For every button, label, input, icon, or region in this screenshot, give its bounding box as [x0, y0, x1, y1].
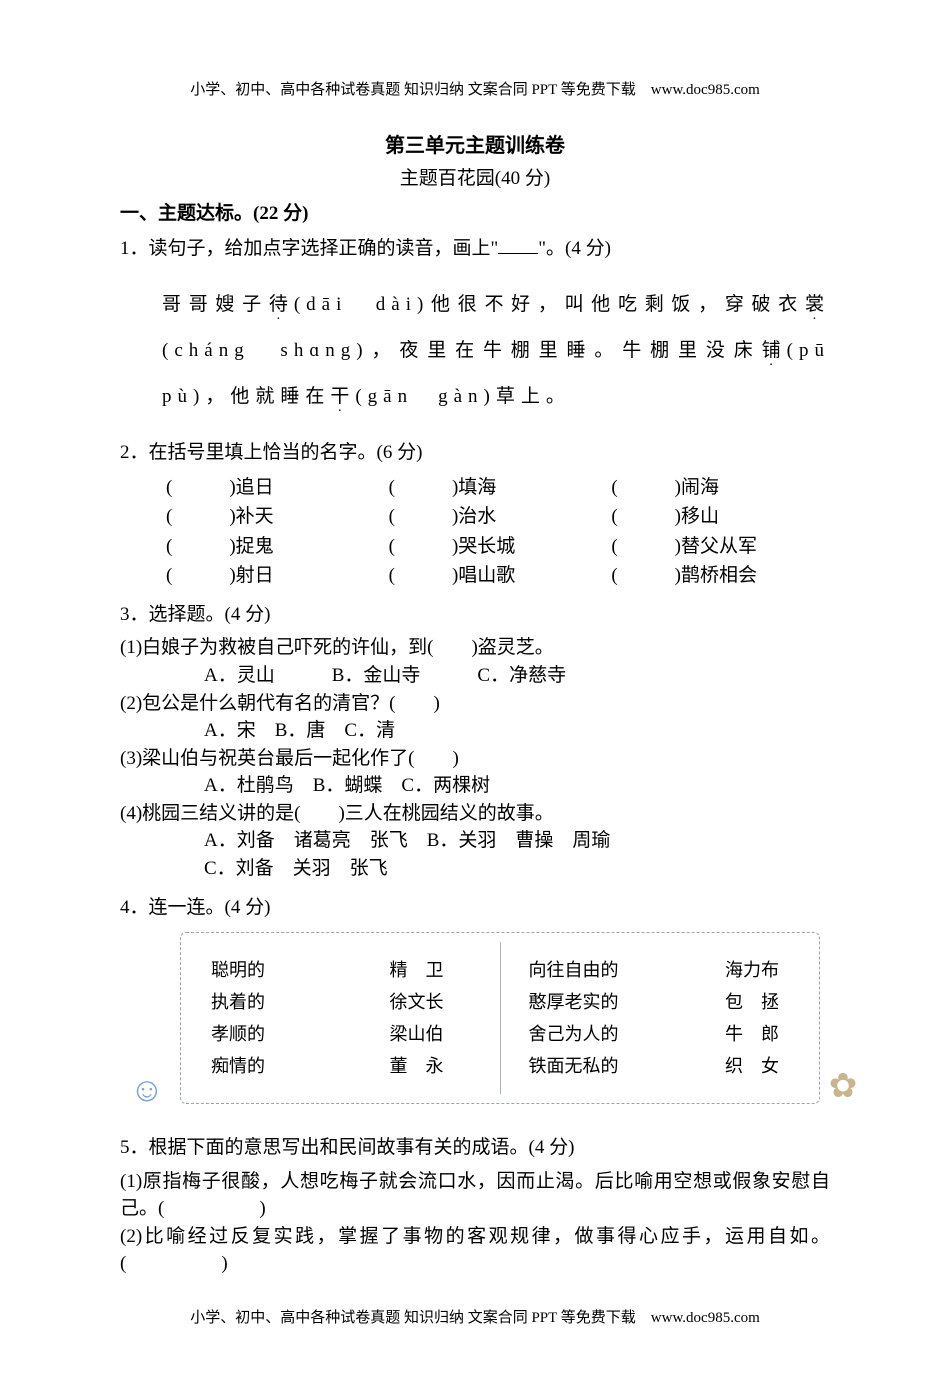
- q2-cell: ( )捉鬼: [162, 532, 385, 562]
- q5-item-2: (2)比喻经过反复实践，掌握了事物的客观规律，做事得心应手，运用自如。( ): [120, 1223, 830, 1278]
- q4-right-adj: 舍己为人的: [485, 1021, 642, 1047]
- q3-item-2-stem: (2)包公是什么朝代有名的清官？( ): [120, 690, 830, 718]
- q2-cell: ( )闹海: [607, 473, 830, 503]
- q3-item-4-options-b: C．刘备 关羽 张飞: [204, 855, 830, 883]
- q2-cell: ( )填海: [385, 473, 608, 503]
- q1-text-part-e: 草上。: [496, 386, 571, 407]
- mascot-left-icon: ☺: [124, 1066, 170, 1120]
- q2-cell: ( )替父从军: [607, 532, 830, 562]
- q2-cell: ( )哭长城: [385, 532, 608, 562]
- q4-left-adj: 执着的: [211, 989, 348, 1015]
- worksheet-subtitle: 主题百花园(40 分): [120, 165, 830, 193]
- q1-heading-text-a: 1．读句子，给加点字选择正确的读音，画上": [120, 238, 498, 259]
- q3-item-1-options: A．灵山 B．金山寺 C．净慈寺: [204, 662, 830, 690]
- q3-item-4-options-a: A．刘备 诸葛亮 张飞 B．关羽 曹操 周瑜: [204, 827, 830, 855]
- q4-right-name: 织 女: [642, 1053, 789, 1079]
- q2-table: ( )追日 ( )填海 ( )闹海 ( )补天 ( )治水 ( )移山 ( )捉…: [162, 473, 830, 591]
- page-header-text: 小学、初中、高中各种试卷真题 知识归纳 文案合同 PPT 等免费下载 www.d…: [120, 80, 830, 102]
- q3-item-4-stem: (4)桃园三结义讲的是( )三人在桃园结义的故事。: [120, 800, 830, 828]
- mascot-right-icon: ✿: [820, 1062, 866, 1116]
- q1-text-part-c: ，夜里在牛棚里睡。牛棚里没床: [369, 340, 762, 361]
- q1-heading: 1．读句子，给加点字选择正确的读音，画上" "。(4 分): [120, 234, 830, 263]
- q2-cell: ( )射日: [162, 561, 385, 591]
- q1-text-part-a: 哥哥嫂子: [162, 294, 269, 315]
- q3-item-3-options: A．杜鹃鸟 B．蝴蝶 C．两棵树: [204, 772, 830, 800]
- q2-cell: ( )鹊桥相会: [607, 561, 830, 591]
- q4-right-adj: 憨厚老实的: [485, 989, 642, 1015]
- q4-heading: 4．连一连。(4 分): [120, 894, 830, 922]
- q1-heading-text-b: "。(4 分): [538, 238, 611, 259]
- q4-left-adj: 痴情的: [211, 1053, 348, 1079]
- q1-pinyin-dai: (dāi dài): [294, 294, 430, 315]
- q4-left-adj: 孝顺的: [211, 1021, 348, 1047]
- q2-cell: ( )追日: [162, 473, 385, 503]
- q2-heading: 2．在括号里填上恰当的名字。(6 分): [120, 439, 830, 467]
- q4-match-container: 聪明的 精 卫 向往自由的 海力布 执着的 徐文长 憨厚老实的 包 拯 孝顺的 …: [180, 932, 820, 1104]
- q1-dotted-shang: 裳: [805, 282, 830, 328]
- q4-left-adj: 聪明的: [211, 957, 348, 983]
- worksheet-page: 小学、初中、高中各种试卷真题 知识归纳 文案合同 PPT 等免费下载 www.d…: [0, 0, 950, 1390]
- section-1-heading: 一、主题达标。(22 分): [120, 200, 830, 228]
- q1-dotted-gan: 干: [330, 374, 355, 420]
- q2-cell: ( )移山: [607, 502, 830, 532]
- q3-item-1-stem: (1)白娘子为救被自己吓死的许仙，到( )盗灵芝。: [120, 634, 830, 662]
- q4-right-adj: 铁面无私的: [485, 1053, 642, 1079]
- q1-text-part-d: ，他就睡在: [205, 386, 330, 407]
- q4-right-name: 牛 郎: [642, 1021, 789, 1047]
- q1-pinyin-gan: (gān gàn): [355, 386, 496, 407]
- q1-text-part-b: 他很不好，叫他吃剩饭，穿破衣: [429, 294, 805, 315]
- q5-heading: 5．根据下面的意思写出和民间故事有关的成语。(4 分): [120, 1134, 830, 1162]
- q2-cell: ( )补天: [162, 502, 385, 532]
- q4-right-name: 海力布: [642, 957, 789, 983]
- q4-right-adj: 向往自由的: [485, 957, 642, 983]
- q5-item-1: (1)原指梅子很酸，人想吃梅子就会流口水，因而止渴。后比喻用空想或假象安慰自己。…: [120, 1168, 830, 1223]
- q4-right-name: 包 拯: [642, 989, 789, 1015]
- q1-answer-line-icon: [498, 234, 538, 254]
- q2-cell: ( )治水: [385, 502, 608, 532]
- divider-icon: [500, 942, 501, 1094]
- worksheet-title: 第三单元主题训练卷: [120, 132, 830, 161]
- q1-pinyin-shang: (cháng shɑng): [162, 340, 369, 361]
- q4-left-name: 徐文长: [348, 989, 485, 1015]
- page-footer-text: 小学、初中、高中各种试卷真题 知识归纳 文案合同 PPT 等免费下载 www.d…: [120, 1308, 830, 1330]
- q4-left-name: 精 卫: [348, 957, 485, 983]
- q1-dotted-pu: 铺: [762, 328, 787, 374]
- section-1-heading-text: 一、主题达标。(22 分): [120, 203, 308, 224]
- q2-cell: ( )唱山歌: [385, 561, 608, 591]
- q3-item-2-options: A．宋 B．唐 C．清: [204, 717, 830, 745]
- q1-passage: 哥哥嫂子待(dāi dài)他很不好，叫他吃剩饭，穿破衣裳 (cháng shɑn…: [162, 282, 830, 419]
- q1-dotted-dai: 待: [269, 282, 294, 328]
- q4-match-box: 聪明的 精 卫 向往自由的 海力布 执着的 徐文长 憨厚老实的 包 拯 孝顺的 …: [180, 932, 820, 1104]
- q4-left-name: 梁山伯: [348, 1021, 485, 1047]
- q4-left-name: 董 永: [348, 1053, 485, 1079]
- q3-heading: 3．选择题。(4 分): [120, 601, 830, 629]
- q3-item-3-stem: (3)梁山伯与祝英台最后一起化作了( ): [120, 745, 830, 773]
